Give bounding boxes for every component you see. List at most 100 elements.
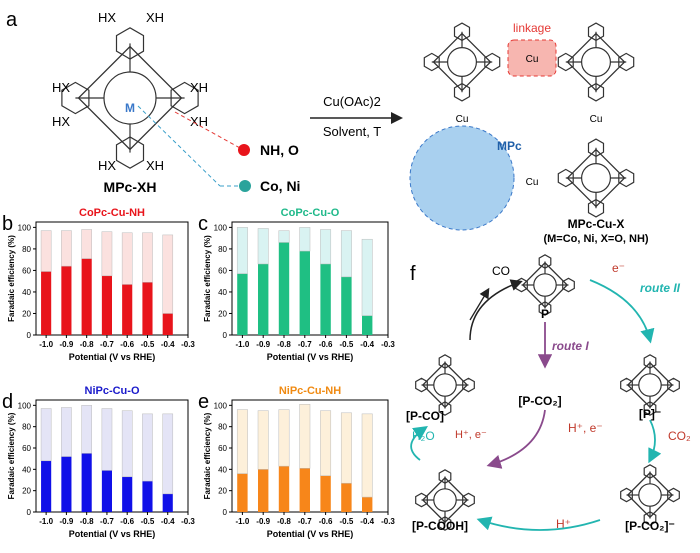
bar-segment — [61, 456, 72, 512]
x-tick-label: -1.0 — [39, 517, 53, 526]
pc-benzene — [587, 198, 605, 218]
substituent: XH — [146, 10, 164, 25]
panel-label: e — [198, 391, 209, 413]
bar-segment — [101, 408, 113, 471]
pc-benzene — [643, 511, 657, 526]
pc-benzene — [438, 354, 452, 369]
bar-segment — [142, 282, 153, 335]
pc-benzene — [538, 301, 552, 316]
pc-ring — [580, 163, 611, 194]
pc-ring — [638, 373, 662, 397]
pc-benzene — [115, 136, 145, 169]
route: route I — [552, 339, 589, 353]
bar-segment — [299, 227, 311, 252]
pc-core — [626, 471, 674, 519]
bar-segment — [61, 266, 72, 335]
product-name: MPc-Cu-X — [568, 217, 625, 231]
dot — [238, 144, 250, 156]
y-tick-label: 60 — [218, 444, 227, 453]
bar-segment — [362, 315, 373, 335]
bar-segment — [162, 313, 173, 335]
metal: M — [125, 101, 135, 115]
bar-segment — [81, 229, 92, 259]
pc-benzene — [587, 82, 605, 102]
pc-ring — [580, 46, 611, 77]
x-tick-label: -0.3 — [381, 517, 395, 526]
pc-benzene — [618, 52, 635, 72]
y-tick-label: 80 — [22, 423, 31, 432]
x-tick-label: -0.3 — [181, 340, 195, 349]
bar-segment — [278, 242, 290, 335]
pc-benzene — [667, 487, 680, 503]
y-tick-label: 0 — [27, 508, 32, 517]
y-axis-label: Faradaic efficiency (%) — [7, 235, 16, 322]
species: CO — [492, 264, 510, 278]
arrow — [469, 287, 490, 321]
bar-segment — [299, 468, 310, 512]
pc-benzene — [462, 492, 475, 508]
panel-label: c — [198, 213, 208, 235]
species: H⁺, e⁻ — [455, 429, 487, 441]
bar-segment — [81, 405, 92, 454]
x-tick-label: -0.4 — [161, 517, 175, 526]
bar-segment — [258, 469, 269, 512]
pc-benzene — [618, 168, 635, 188]
y-axis-label: Faradaic efficiency (%) — [203, 412, 212, 499]
bar-segment — [236, 227, 248, 274]
substituent: HX — [52, 80, 70, 95]
bar-segment — [361, 238, 373, 316]
y-tick-label: 80 — [218, 245, 227, 254]
pc-core — [626, 361, 674, 409]
substituent: HX — [98, 10, 116, 25]
bar-segment — [142, 481, 153, 512]
reagent: Cu(OAc)2 — [323, 94, 381, 109]
arrow — [469, 279, 523, 341]
x-tick-label: -0.9 — [256, 340, 270, 349]
bar-segment — [320, 475, 331, 512]
cu: Cu — [590, 114, 603, 125]
y-tick-label: 40 — [218, 465, 227, 474]
chart-title: NiPc-Cu-O — [85, 385, 140, 397]
bar-segment — [101, 231, 113, 277]
pc-benzene — [453, 82, 471, 102]
arrow — [589, 279, 655, 344]
mpc-label: MPc — [497, 139, 522, 153]
y-tick-label: 40 — [22, 288, 31, 297]
x-tick-label: -0.5 — [141, 517, 155, 526]
pc-benzene — [415, 377, 428, 393]
x-axis-label: Potential (V vs RHE) — [69, 529, 156, 539]
linkage-label: linkage — [513, 21, 551, 35]
state: [P-CO₂] — [518, 394, 561, 408]
x-tick-label: -1.0 — [39, 340, 53, 349]
bar-segment — [320, 229, 332, 265]
pc-benzene — [643, 401, 657, 416]
y-tick-label: 0 — [223, 508, 228, 517]
species: H⁺, e⁻ — [568, 421, 603, 435]
substituent: HX — [52, 114, 70, 129]
bar-segment — [122, 476, 133, 512]
pc-benzene — [438, 469, 452, 484]
x-tick-label: -0.7 — [100, 517, 114, 526]
bar-segment — [362, 497, 373, 512]
chart-title: NiPc-Cu-NH — [279, 385, 341, 397]
species: e⁻ — [612, 261, 625, 275]
arrow — [486, 409, 546, 469]
x-tick-label: -0.5 — [141, 340, 155, 349]
x-tick-label: -0.9 — [60, 517, 74, 526]
x-tick-label: -0.5 — [340, 340, 354, 349]
pc-benzene — [61, 81, 90, 115]
arrow — [410, 425, 428, 461]
y-tick-label: 0 — [223, 331, 228, 340]
monomer-name: MPc-XH — [104, 179, 157, 195]
pc-ring — [433, 373, 457, 397]
bar-segment — [257, 410, 269, 470]
y-tick-label: 20 — [218, 309, 227, 318]
dot — [239, 180, 251, 192]
bar-segment — [162, 234, 174, 314]
x-tick-label: -0.9 — [60, 340, 74, 349]
bar-segment — [40, 230, 52, 272]
x-tick-label: -1.0 — [236, 340, 250, 349]
bar-segment — [320, 263, 331, 335]
x-tick-label: -0.7 — [298, 340, 312, 349]
